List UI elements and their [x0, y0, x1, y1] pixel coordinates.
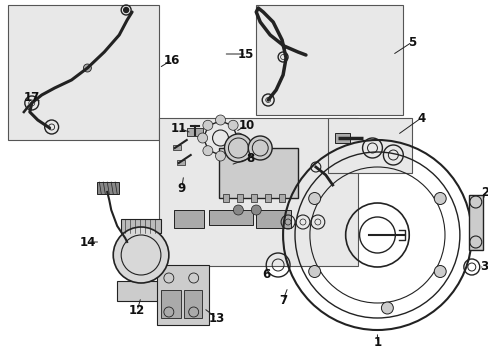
Text: 8: 8	[245, 152, 254, 165]
Circle shape	[224, 134, 252, 162]
Bar	[468, 195, 482, 250]
Text: 7: 7	[279, 293, 286, 306]
Text: 10: 10	[238, 118, 254, 131]
Circle shape	[203, 146, 212, 156]
Bar	[334, 133, 349, 143]
Text: 13: 13	[208, 311, 224, 324]
Circle shape	[251, 205, 261, 215]
Bar	[256, 5, 403, 115]
Bar	[218, 148, 297, 198]
Text: 5: 5	[407, 36, 415, 49]
Bar	[97, 182, 119, 194]
Bar	[157, 265, 208, 325]
Text: 4: 4	[416, 112, 425, 125]
Circle shape	[248, 136, 272, 160]
Circle shape	[113, 227, 168, 283]
Text: 17: 17	[23, 90, 40, 104]
Circle shape	[308, 266, 320, 278]
Bar	[121, 219, 161, 233]
Circle shape	[233, 133, 243, 143]
Text: 16: 16	[163, 54, 180, 67]
Text: 9: 9	[177, 181, 185, 194]
Circle shape	[203, 120, 212, 130]
Circle shape	[308, 193, 320, 204]
Text: 1: 1	[373, 337, 381, 350]
Circle shape	[433, 266, 445, 278]
Bar	[279, 194, 285, 202]
Circle shape	[381, 302, 392, 314]
Circle shape	[215, 115, 225, 125]
Circle shape	[83, 64, 91, 72]
Circle shape	[233, 205, 243, 215]
Bar	[117, 281, 164, 301]
Bar	[177, 160, 184, 165]
Text: 15: 15	[238, 48, 254, 60]
Bar	[264, 194, 271, 202]
Circle shape	[433, 193, 445, 204]
Bar	[256, 210, 290, 228]
Bar	[186, 128, 202, 136]
Bar	[161, 290, 181, 318]
Bar	[159, 118, 357, 266]
Text: 6: 6	[262, 267, 270, 280]
Circle shape	[228, 120, 238, 130]
Circle shape	[123, 8, 128, 13]
Bar	[208, 210, 253, 225]
Circle shape	[215, 151, 225, 161]
Bar	[183, 290, 201, 318]
Bar	[237, 194, 243, 202]
Circle shape	[228, 146, 238, 156]
Text: 2: 2	[480, 185, 488, 198]
Text: 11: 11	[170, 122, 186, 135]
Bar	[327, 118, 411, 173]
Bar	[223, 194, 229, 202]
Bar	[172, 145, 181, 150]
Bar	[251, 194, 257, 202]
Circle shape	[197, 133, 207, 143]
Text: 3: 3	[480, 261, 488, 274]
Bar	[173, 210, 203, 228]
Text: 12: 12	[129, 305, 145, 318]
Bar	[8, 5, 159, 140]
Text: 14: 14	[79, 235, 95, 248]
